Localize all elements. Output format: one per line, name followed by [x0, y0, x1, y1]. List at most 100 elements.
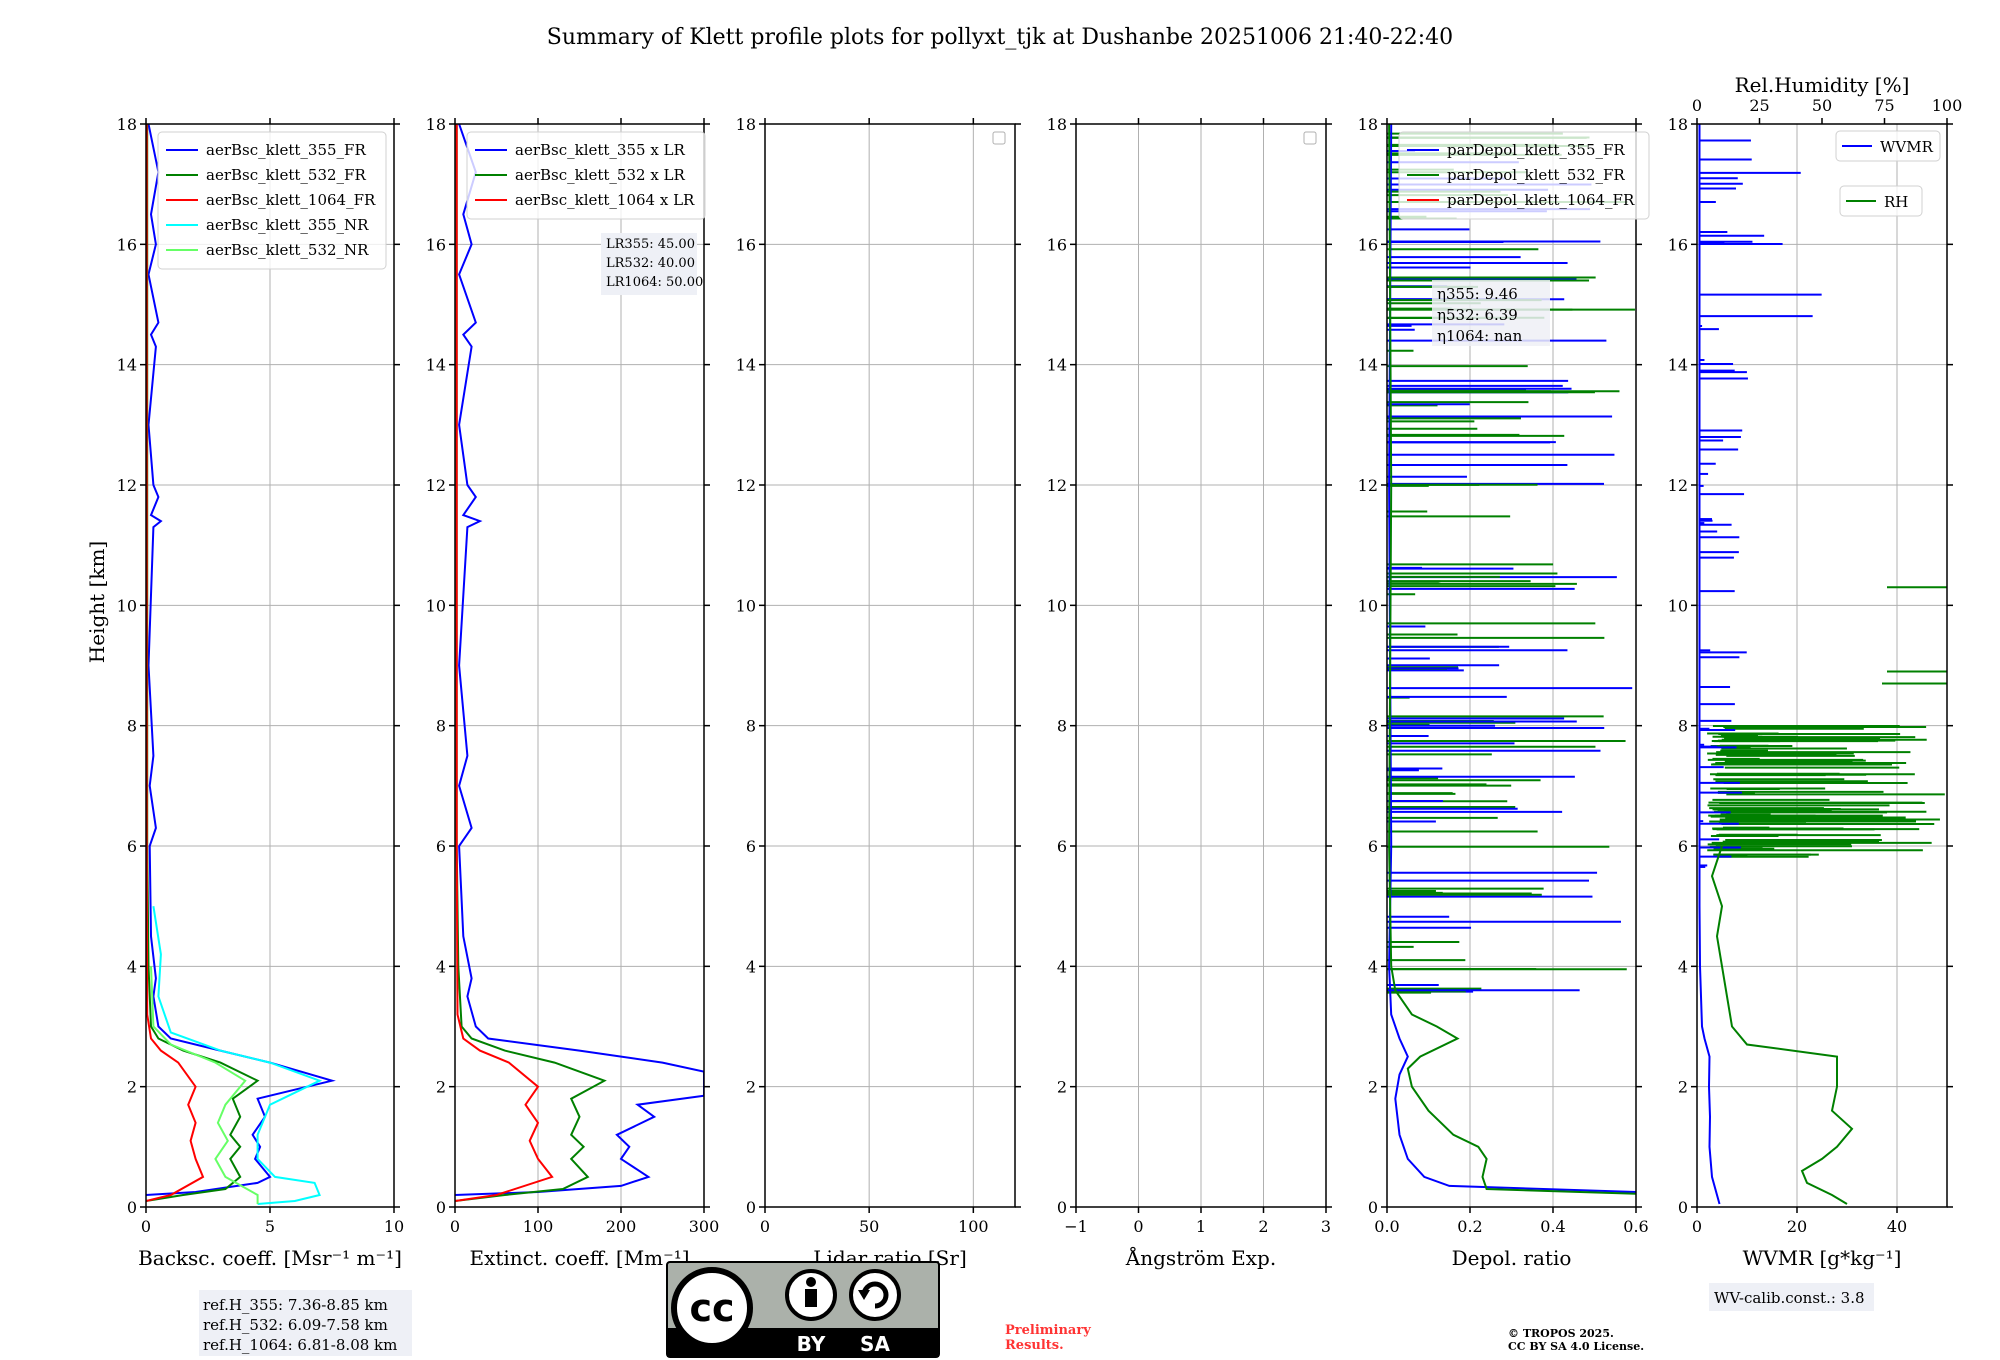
preliminary-line-2: Results. — [1005, 1338, 1064, 1353]
axes-frame — [764, 123, 1016, 1208]
empty-legend-box — [992, 131, 1006, 145]
annotation-box — [601, 233, 697, 295]
legend-box — [157, 131, 387, 270]
y-tick-label: 16 — [736, 235, 756, 254]
legend-box — [1839, 185, 1923, 217]
x-tick-label: 300 — [689, 1217, 720, 1236]
x-axis-label: WVMR [g*kg⁻¹] — [1743, 1246, 1902, 1270]
preliminary-line-1: Preliminary — [1005, 1323, 1091, 1338]
legend-entry: RH — [1884, 193, 1908, 211]
y-tick-label: 12 — [426, 476, 446, 495]
legend-box — [1835, 130, 1941, 162]
y-tick-label: 8 — [436, 717, 446, 736]
y-tick-label: 6 — [1678, 837, 1688, 856]
empty-legend-box — [1303, 131, 1317, 145]
x-tick-label: 0 — [1133, 1217, 1143, 1236]
y-tick-label: 6 — [127, 837, 137, 856]
x2-tick-label: 25 — [1749, 96, 1769, 115]
x2-tick-label: 100 — [1932, 96, 1963, 115]
x-tick-label: 0 — [760, 1217, 770, 1236]
x-tick-label: 5 — [265, 1217, 275, 1236]
axes-frame — [1386, 123, 1637, 1208]
y-tick-label: 8 — [127, 717, 137, 736]
sa-share-alike-icon — [849, 1269, 901, 1321]
y-tick-label: 4 — [1678, 957, 1688, 976]
y-tick-label: 10 — [426, 596, 446, 615]
y-tick-label: 2 — [746, 1078, 756, 1097]
series-line-aerBsc_klett_355_NR — [152, 906, 323, 1205]
y-tick-label: 14 — [736, 356, 756, 375]
x-axis-label: Ångström Exp. — [1125, 1245, 1276, 1270]
y-tick-label: 16 — [426, 235, 446, 254]
y-tick-label: 16 — [1668, 235, 1688, 254]
x-tick-label: 40 — [1887, 1217, 1907, 1236]
y-tick-label: 4 — [1057, 957, 1067, 976]
annotation-text: η532: 6.39 — [1437, 306, 1518, 324]
x-tick-label: 200 — [606, 1217, 637, 1236]
series-layer — [1698, 124, 1947, 1205]
copyright-line-2: CC BY SA 4.0 License. — [1508, 1340, 1644, 1353]
y-tick-label: 14 — [117, 356, 137, 375]
y-tick-label: 12 — [1047, 476, 1067, 495]
legend-entry: aerBsc_klett_355_NR — [206, 216, 369, 234]
x-tick-label: −1 — [1064, 1217, 1088, 1236]
series-line-aerBsc_klett_532_FR — [146, 124, 260, 1202]
legend-box — [1398, 131, 1650, 220]
annotation-text: η1064: nan — [1437, 327, 1523, 345]
y-tick-label: 2 — [1057, 1078, 1067, 1097]
annotation-text: ref.H_355: 7.36-8.85 km — [203, 1296, 388, 1314]
y-tick-label: 12 — [1668, 476, 1688, 495]
x-tick-label: 2 — [1258, 1217, 1268, 1236]
figure-title: Summary of Klett profile plots for polly… — [547, 25, 1453, 50]
annotation-text: LR1064: 50.00 — [606, 275, 703, 290]
y-tick-label: 0 — [1368, 1198, 1378, 1217]
y-tick-label: 16 — [1047, 235, 1067, 254]
axes-frame — [1075, 123, 1327, 1208]
annotation-box — [199, 1290, 412, 1356]
axes-frame — [1696, 123, 1948, 1208]
series-line-parDepol_klett_355_FR — [1388, 124, 1636, 1193]
y-tick-label: 18 — [1668, 115, 1688, 134]
legend-entry: parDepol_klett_532_FR — [1447, 166, 1625, 184]
legend-entry: aerBsc_klett_1064 x LR — [515, 191, 695, 209]
y-tick-label: 12 — [1358, 476, 1378, 495]
panel-1: 0 2 4 6 8 10 12 14 16 18 0 5 10 Backsc. coeff. [Msr⁻¹… — [117, 115, 412, 1356]
legend-entry: aerBsc_klett_355_FR — [206, 141, 366, 159]
annotation-text: η355: 9.46 — [1437, 285, 1518, 303]
y-tick-label: 16 — [117, 235, 137, 254]
y-tick-label: 2 — [436, 1078, 446, 1097]
y-tick-label: 4 — [127, 957, 137, 976]
x2-axis-label: Rel.Humidity [%] — [1735, 73, 1910, 97]
annotation-box — [1432, 280, 1550, 346]
y-tick-label: 10 — [1047, 596, 1067, 615]
legend-box — [466, 131, 706, 220]
y-tick-label: 18 — [117, 115, 137, 134]
legend-entry: aerBsc_klett_1064_FR — [206, 191, 376, 209]
y-tick-label: 10 — [1358, 596, 1378, 615]
y-tick-label: 14 — [1047, 356, 1067, 375]
series-line-aerBsc_klett_355_FR — [146, 124, 336, 1196]
y-tick-label: 0 — [436, 1198, 446, 1217]
y-tick-label: 0 — [746, 1198, 756, 1217]
x-tick-label: 0 — [141, 1217, 151, 1236]
series-line-aerBsc_klett_1064_FR — [146, 124, 205, 1202]
x-tick-label: 0.4 — [1540, 1217, 1565, 1236]
series-line-aerBsc_klett_1064 x LR — [455, 124, 554, 1202]
x-axis-label: Extinct. coeff. [Mm⁻¹] — [469, 1246, 689, 1270]
axes-frame — [145, 123, 395, 1208]
panel-5: 0 2 4 6 8 10 12 14 16 18 0.0 0.2 0.4 0.6 Depol. ratio p… — [1358, 115, 1650, 1270]
y-tick-label: 18 — [426, 115, 446, 134]
series-line-aerBsc_klett_532_NR — [150, 966, 259, 1204]
series-line-aerBsc_klett_355 x LR — [455, 124, 704, 1196]
y-tick-label: 8 — [746, 717, 756, 736]
y-tick-label: 16 — [1358, 235, 1378, 254]
x-tick-label: 3 — [1321, 1217, 1331, 1236]
annotation-text: WV-calib.const.: 3.8 — [1714, 1289, 1865, 1307]
annotation-text: ref.H_1064: 6.81-8.08 km — [203, 1336, 397, 1354]
y-tick-label: 4 — [746, 957, 756, 976]
series-line-aerBsc_klett_532 x LR — [455, 124, 607, 1202]
